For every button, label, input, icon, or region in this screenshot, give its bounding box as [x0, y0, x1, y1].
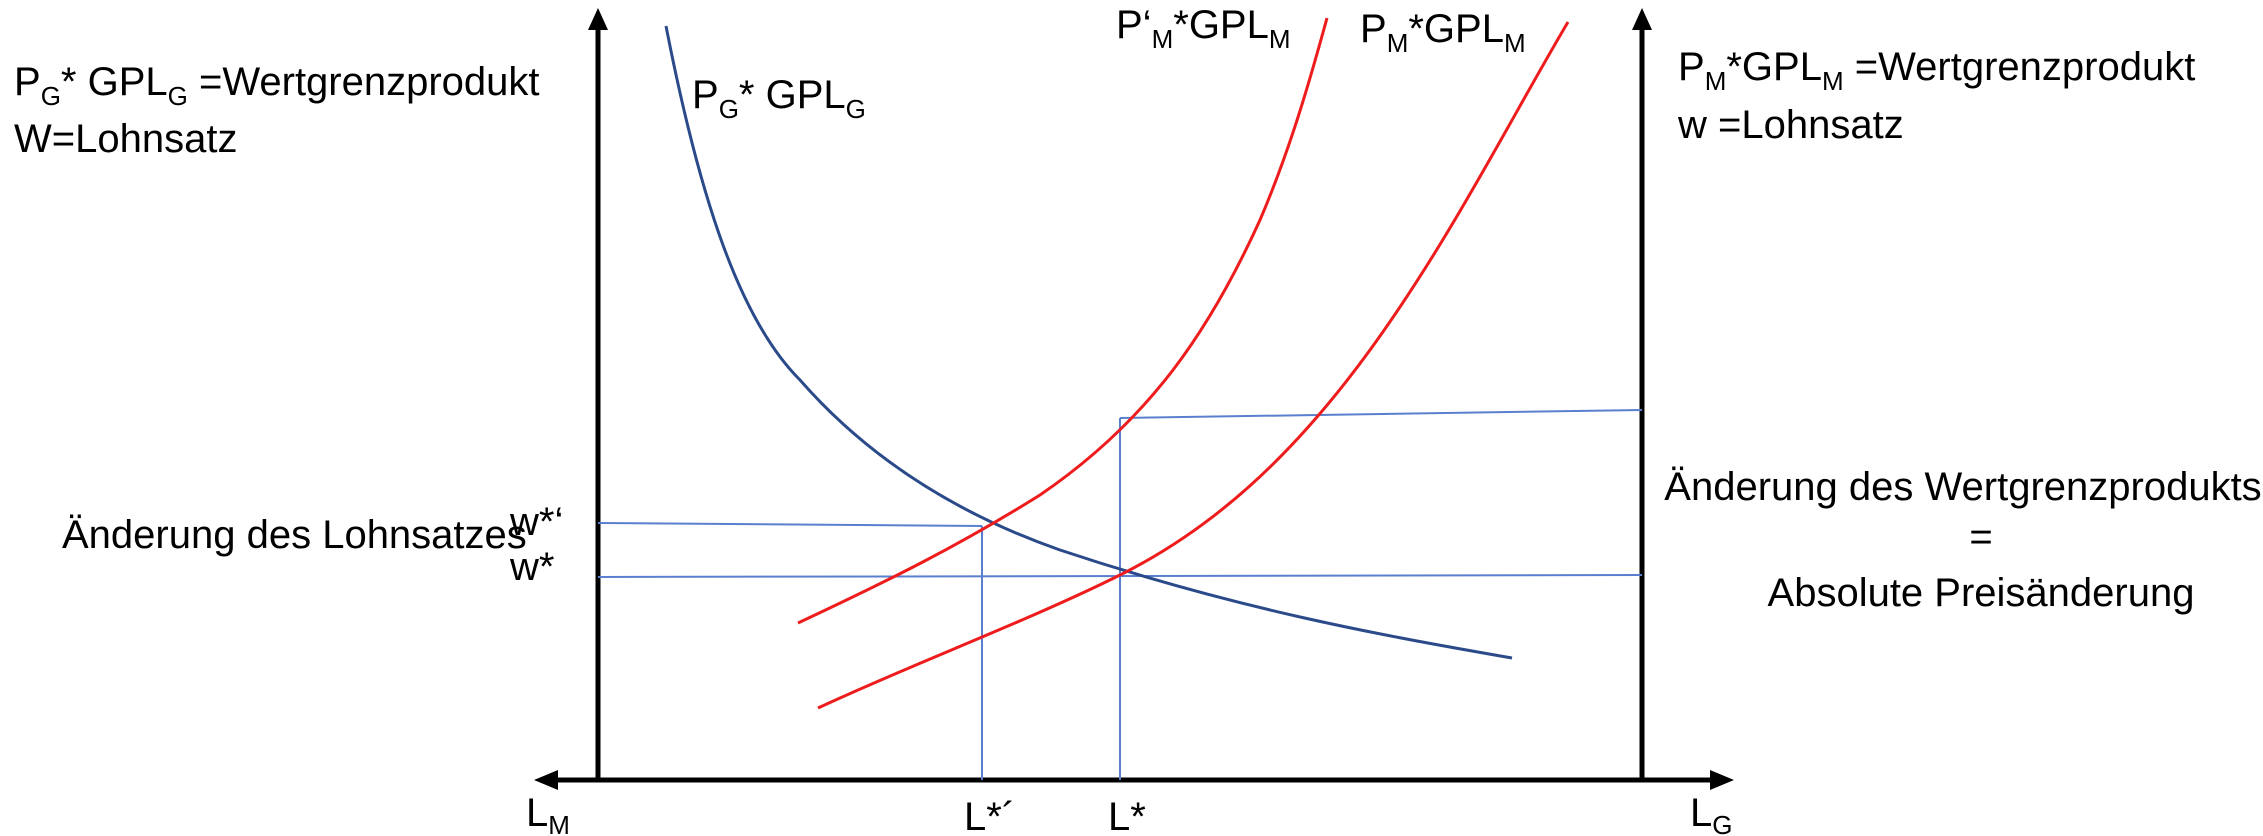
wage-change-label: Änderung des Lohnsatzes — [62, 513, 527, 557]
wage-old-label: w* — [509, 545, 554, 589]
left-header-line1: PG* GPLG =Wertgrenzprodukt — [14, 60, 540, 111]
guide-w-new — [597, 522, 983, 527]
right-header-line2: w =Lohnsatz — [1677, 103, 1904, 147]
axis-label-lm: LM — [526, 791, 570, 836]
supply-original-label: PM*GPLM — [1360, 7, 1526, 58]
demand-curve — [664, 25, 1513, 660]
right-annotation-line3: Absolute Preisänderung — [1768, 571, 2195, 615]
axis-label-l-new: L*´ — [964, 795, 1015, 836]
right-header-line1: PM*GPLM =Wertgrenzprodukt — [1678, 45, 2195, 96]
right-vertical-axis-arrow — [1632, 8, 1652, 30]
left-vertical-axis-arrow — [588, 8, 608, 30]
horizontal-axis-right-arrow — [1710, 770, 1734, 790]
right-annotation-line2: = — [1969, 515, 1992, 559]
wage-new-label: w*‘ — [509, 500, 563, 544]
guide-value-marginal-product — [1119, 409, 1643, 419]
left-header-line2: W=Lohnsatz — [14, 117, 237, 161]
supply-curve-original — [817, 21, 1570, 710]
demand-curve-label: PG* GPLG — [692, 73, 866, 124]
horizontal-axis-left-arrow — [534, 770, 558, 790]
axis-label-lg: LG — [1690, 791, 1732, 836]
supply-curve-shifted — [797, 17, 1329, 625]
axis-label-l-old: L* — [1108, 795, 1146, 836]
supply-shifted-label: P‘M*GPLM — [1116, 3, 1291, 54]
right-annotation-line1: Änderung des Wertgrenzprodukts — [1664, 465, 2261, 509]
